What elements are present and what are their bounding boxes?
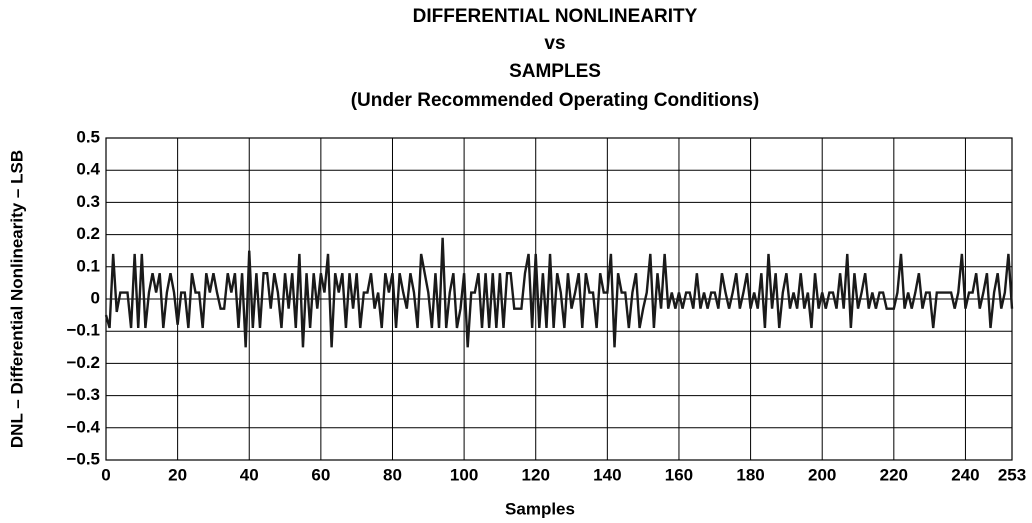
x-tick-label: 240: [951, 465, 979, 484]
x-tick-label: 220: [880, 465, 908, 484]
x-axis-label: Samples: [505, 499, 575, 518]
y-tick-label: −0.5: [66, 449, 100, 468]
y-tick-label: −0.2: [66, 353, 100, 372]
y-tick-label: 0.3: [76, 192, 100, 211]
x-tick-label: 80: [383, 465, 402, 484]
x-tick-label: 120: [522, 465, 550, 484]
chart-title: vs: [544, 33, 565, 54]
chart-title: DIFFERENTIAL NONLINEARITY: [413, 6, 698, 27]
x-tick-label: 20: [168, 465, 187, 484]
y-tick-label: 0: [91, 288, 100, 307]
x-tick-label: 253: [998, 465, 1026, 484]
data-line: [104, 237, 1014, 348]
y-tick-label: −0.4: [66, 417, 100, 436]
x-tick-label: 0: [101, 465, 110, 484]
y-tick-label: −0.3: [66, 385, 100, 404]
x-tick-label: 200: [808, 465, 836, 484]
y-tick-label: 0.2: [76, 224, 100, 243]
x-tick-label: 180: [736, 465, 764, 484]
y-tick-label: −0.1: [66, 321, 100, 340]
x-tick-label: 100: [450, 465, 478, 484]
x-tick-label: 40: [240, 465, 259, 484]
x-tick-label: 160: [665, 465, 693, 484]
chart-title: (Under Recommended Operating Conditions): [351, 90, 760, 111]
y-tick-label: 0.1: [76, 256, 100, 275]
y-axis-label: DNL – Differential Nonlinearity – LSB: [7, 150, 26, 448]
y-tick-label: 0.4: [76, 160, 100, 179]
y-tick-label: 0.5: [76, 127, 100, 146]
chart-title: SAMPLES: [509, 61, 601, 82]
x-tick-label: 60: [311, 465, 330, 484]
x-tick-label: 140: [593, 465, 621, 484]
